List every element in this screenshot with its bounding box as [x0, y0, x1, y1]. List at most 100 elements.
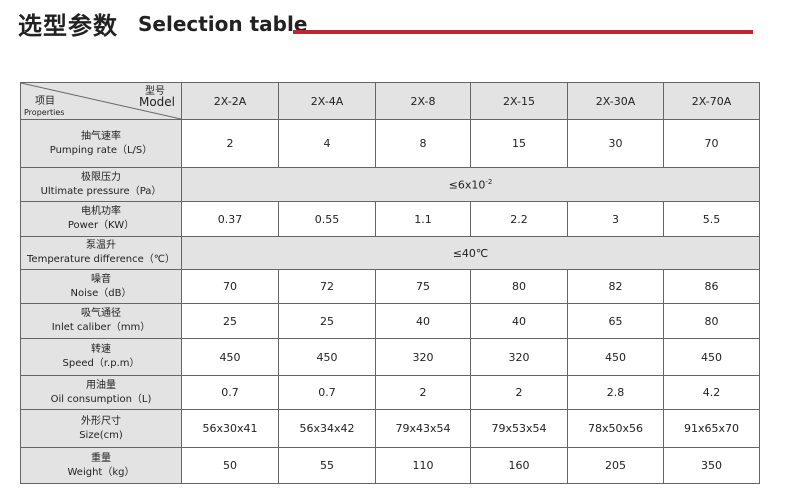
cell-value: 450	[567, 338, 664, 376]
title-en: Selection table	[138, 12, 308, 36]
label-en: Size(cm)	[79, 429, 123, 441]
label-cn: 吸气通径	[81, 308, 121, 319]
cell-value: 2.8	[567, 375, 664, 410]
row-label: 吸气通径 Inlet caliber（mm）	[20, 303, 182, 339]
label-en: Noise（dB）	[70, 287, 132, 299]
cell-value: 80	[663, 303, 760, 339]
prop-en: Properties	[24, 108, 65, 117]
merged-sup: -2	[485, 177, 493, 186]
label-en: Pumping rate（L/S）	[49, 144, 153, 156]
data-row: 噪音 Noise（dB） 70 72 75 80 82 86	[20, 269, 760, 304]
cell-value: 79x53x54	[470, 409, 568, 448]
cell-value: 160	[470, 447, 568, 484]
model-en: Model	[138, 95, 175, 109]
cell-value: 40	[375, 303, 471, 339]
data-row: 吸气通径 Inlet caliber（mm） 25 25 40 40 65 80	[20, 303, 760, 339]
cell-value: 0.55	[278, 201, 376, 237]
row-label: 电机功率 Power（KW）	[20, 201, 182, 237]
cell-value: 30	[567, 119, 664, 168]
cell-value: 75	[375, 269, 471, 304]
cell-value: 2	[470, 375, 568, 410]
prop-cn: 项目	[35, 96, 55, 107]
row-label: 用油量 Oil consumption（L)	[20, 375, 182, 410]
label-cn: 重量	[91, 452, 111, 464]
label-cn: 泵温升	[86, 240, 116, 251]
label-cn: 抽气速率	[81, 130, 121, 142]
cell-value: 56x34x42	[278, 409, 376, 448]
cell-value: 4.2	[663, 375, 760, 410]
row-label: 噪音 Noise（dB）	[20, 269, 182, 304]
row-label: 重量 Weight（kg）	[20, 447, 182, 484]
cell-value: 8	[375, 119, 471, 168]
cell-value: 55	[278, 447, 376, 484]
cell-value: 79x43x54	[375, 409, 471, 448]
column-header: 2X-15	[470, 82, 568, 120]
row-label: 极限压力 Ultimate pressure（Pa）	[20, 167, 182, 202]
cell-value: 205	[567, 447, 664, 484]
label-cn: 极限压力	[81, 171, 121, 183]
label-en: Power（KW）	[67, 220, 135, 231]
corner: 型号 Model 项目 Properties	[21, 83, 181, 119]
corner-diagonal	[21, 83, 181, 119]
column-header: 2X-8	[375, 82, 471, 120]
model-cn: 型号	[145, 86, 165, 97]
row-label: 泵温升 Temperature difference（℃）	[20, 236, 182, 270]
title-rule	[293, 30, 753, 34]
cell-value: 82	[567, 269, 664, 304]
label-en: Inlet caliber（mm）	[51, 322, 151, 333]
header-row: 型号 Model 项目 Properties 2X-2A 2X-4A 2X-8 2X-15 2X…	[20, 82, 760, 120]
cell-value: 80	[470, 269, 568, 304]
cell-value: 2	[181, 119, 279, 168]
data-row: 用油量 Oil consumption（L) 0.7 0.7 2 2 2.8 4.2	[20, 375, 760, 410]
cell-value: 320	[470, 338, 568, 376]
selection-table: 型号 Model 项目 Properties 2X-2A 2X-4A 2X-8 2X-15 2X…	[20, 82, 760, 484]
cell-value: 350	[663, 447, 760, 484]
row-label: 转速 Speed（r.p.m）	[20, 338, 182, 376]
cell-value: 15	[470, 119, 568, 168]
cell-value: 50	[181, 447, 279, 484]
cell-value: 78x50x56	[567, 409, 664, 448]
cell-value: 56x30x41	[181, 409, 279, 448]
data-row: 外形尺寸 Size(cm) 56x30x41 56x34x42 79x43x54 79x5…	[20, 409, 760, 448]
cell-value: 2.2	[470, 201, 568, 237]
corner-cell: 型号 Model 项目 Properties	[20, 82, 182, 120]
cell-value: 40	[470, 303, 568, 339]
label-cn: 电机功率	[81, 206, 121, 217]
cell-value: 72	[278, 269, 376, 304]
cell-value: 25	[181, 303, 279, 339]
cell-value: 450	[663, 338, 760, 376]
column-header: 2X-30A	[567, 82, 664, 120]
merged-base: ≤40℃	[452, 246, 489, 260]
label-cn: 噪音	[91, 273, 111, 285]
cell-value: 450	[181, 338, 279, 376]
data-row: 电机功率 Power（KW） 0.37 0.55 1.1 2.2 3 5.5	[20, 201, 760, 237]
label-cn: 转速	[91, 344, 111, 355]
label-en: Temperature difference（℃）	[27, 254, 175, 265]
label-en: Weight（kg）	[67, 466, 135, 478]
cell-value: 2	[375, 375, 471, 410]
label-en: Oil consumption（L)	[50, 393, 152, 405]
merged-value: ≤40℃	[181, 236, 760, 270]
cell-value: 0.7	[181, 375, 279, 410]
cell-value: 0.7	[278, 375, 376, 410]
cell-value: 3	[567, 201, 664, 237]
cell-value: 65	[567, 303, 664, 339]
merged-base: ≤6x10	[448, 178, 486, 192]
cell-value: 450	[278, 338, 376, 376]
merged-value: ≤6x10-2	[181, 167, 760, 202]
data-row: 抽气速率 Pumping rate（L/S） 2 4 8 15 30 70	[20, 119, 760, 168]
cell-value: 86	[663, 269, 760, 304]
cell-value: 320	[375, 338, 471, 376]
data-row: 重量 Weight（kg） 50 55 110 160 205 350	[20, 447, 760, 484]
cell-value: 25	[278, 303, 376, 339]
cell-value: 110	[375, 447, 471, 484]
cell-value: 70	[663, 119, 760, 168]
label-en: Ultimate pressure（Pa）	[40, 185, 162, 197]
cell-value: 91x65x70	[663, 409, 760, 448]
row-label: 外形尺寸 Size(cm)	[20, 409, 182, 448]
data-row: 极限压力 Ultimate pressure（Pa） ≤6x10-2	[20, 167, 760, 202]
cell-value: 1.1	[375, 201, 471, 237]
data-row: 泵温升 Temperature difference（℃） ≤40℃	[20, 236, 760, 270]
cell-value: 70	[181, 269, 279, 304]
